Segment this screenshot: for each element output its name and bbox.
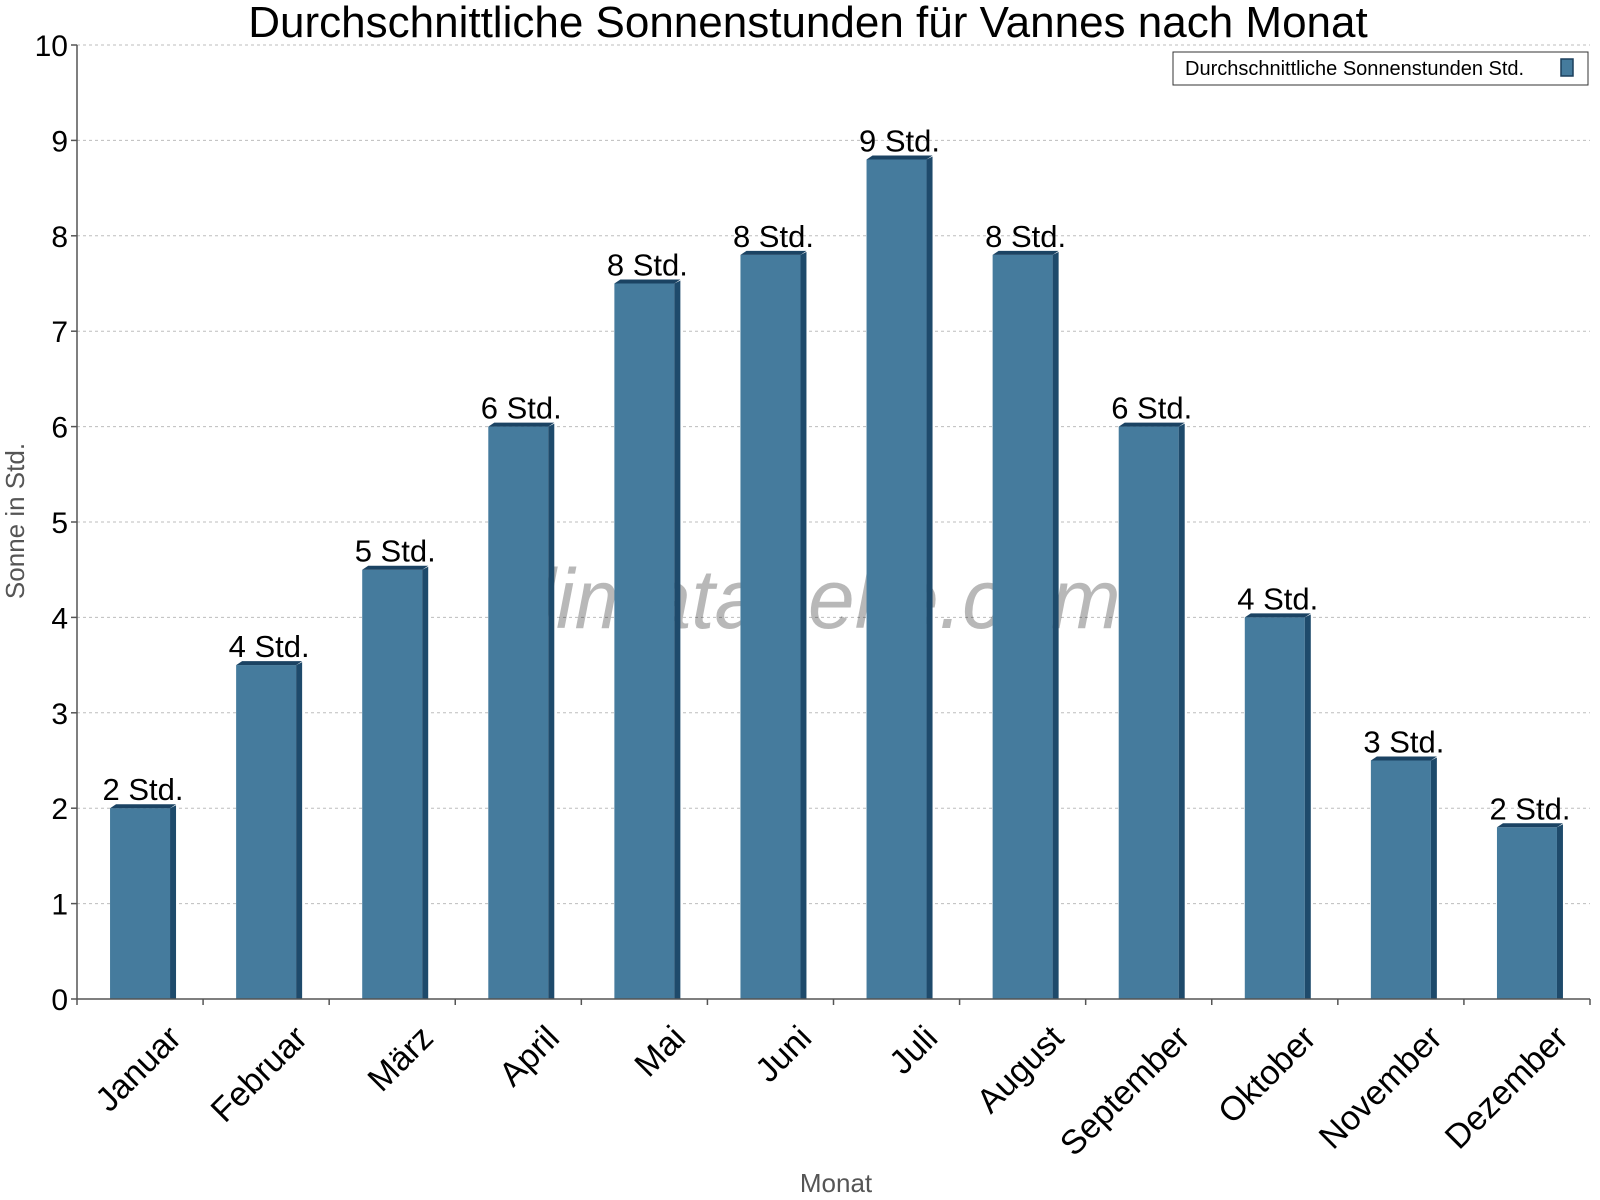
legend-entry: Durchschnittliche Sonnenstunden Std. [1185, 58, 1524, 80]
bar-value-label: 6 Std. [1111, 391, 1192, 426]
bar-face [1496, 827, 1557, 999]
bar-top [110, 804, 177, 809]
bar-face [740, 254, 801, 999]
bar-face [1370, 760, 1431, 999]
bar-9 [1118, 422, 1185, 1000]
x-tick-label: März [361, 1019, 441, 1099]
y-tick-label: 1 [51, 889, 68, 922]
bar-value-label: 4 Std. [1237, 581, 1318, 616]
bar-5 [614, 279, 681, 999]
bar-top [992, 250, 1059, 255]
x-tick-label: Mai [627, 1019, 693, 1085]
axes [71, 44, 1591, 1005]
y-tick-label: 9 [51, 125, 68, 158]
bar-top [740, 250, 807, 255]
y-axis-label: Sonne in Std. [0, 443, 30, 599]
bar-1 [110, 804, 177, 999]
bar-side [296, 662, 303, 999]
bar-top [1244, 613, 1311, 618]
bar-face [1118, 426, 1179, 1000]
bar-6 [740, 250, 807, 999]
bar-11 [1370, 756, 1437, 999]
bar-side [548, 423, 555, 1000]
bar-face [866, 159, 927, 1000]
bar-12 [1496, 823, 1563, 999]
x-tick-label: November [1312, 1019, 1450, 1157]
bar-face [110, 808, 171, 999]
bar-top [362, 565, 429, 570]
bar-top [1118, 422, 1185, 427]
x-tick-label: Januar [88, 1019, 188, 1119]
bar-side [800, 251, 807, 999]
bar-side [1052, 251, 1059, 999]
bar-face [1244, 617, 1305, 999]
bar-side [1556, 824, 1563, 999]
y-tick-label: 2 [51, 793, 68, 826]
bar-top [614, 279, 681, 284]
bar-value-label: 8 Std. [733, 219, 814, 254]
bar-side [1178, 423, 1185, 1000]
legend-swatch [1560, 58, 1574, 77]
y-tick-label: 6 [51, 412, 68, 445]
x-tick-label: April [492, 1019, 567, 1094]
bars [110, 155, 1563, 1000]
y-tick-label: 5 [51, 507, 68, 540]
y-tick-label: 10 [35, 30, 68, 63]
bar-7 [866, 155, 933, 1000]
bar-value-label: 6 Std. [481, 391, 562, 426]
x-tick-label: Juli [882, 1019, 945, 1082]
bar-face [992, 254, 1053, 999]
bar-value-label: 3 Std. [1363, 725, 1444, 760]
bar-side [422, 566, 429, 999]
bar-top [866, 155, 933, 160]
x-tick-label: Dezember [1438, 1019, 1576, 1157]
bar-3 [362, 565, 429, 999]
bar-2 [236, 661, 303, 999]
bar-value-label: 5 Std. [355, 534, 436, 569]
bar-side [1430, 757, 1437, 999]
bar-top [236, 661, 303, 666]
y-tick-label: 0 [51, 984, 68, 1017]
legend-box [1172, 51, 1589, 86]
bar-side [674, 280, 681, 999]
bar-side [170, 805, 177, 999]
legend: Durchschnittliche Sonnenstunden Std. [1172, 51, 1589, 86]
bar-top [1370, 756, 1437, 761]
y-tick-label: 7 [51, 316, 68, 349]
bar-value-label: 8 Std. [985, 219, 1066, 254]
bar-value-label: 8 Std. [607, 248, 688, 283]
bar-top [488, 422, 555, 427]
chart-title: Durchschnittliche Sonnenstunden für Vann… [248, 0, 1367, 47]
bar-side [926, 156, 933, 1000]
bar-10 [1244, 613, 1311, 999]
x-tick-label: August [970, 1018, 1072, 1120]
bar-side [1304, 614, 1311, 999]
x-tick-label: Februar [204, 1019, 315, 1130]
y-tick-label: 8 [51, 221, 68, 254]
x-axis-label: Monat [800, 1168, 873, 1198]
bar-value-label: 4 Std. [229, 629, 310, 664]
bar-face [488, 426, 549, 1000]
bar-face [362, 569, 423, 999]
bar-face [236, 665, 297, 999]
x-tick-label: Oktober [1211, 1019, 1323, 1131]
bar-value-label: 2 Std. [1489, 791, 1570, 826]
bar-value-label: 9 Std. [859, 123, 940, 158]
bar-labels: 2 Std. 4 Std. 5 Std. 6 Std. 8 Std. 8 Std. 9 St… [103, 123, 1571, 826]
x-tick-label: Juni [748, 1019, 819, 1090]
bar-face [614, 283, 675, 999]
bar-top [1496, 823, 1563, 828]
bar-4 [488, 422, 555, 1000]
y-tick-label: 4 [51, 602, 68, 635]
x-tick-label: September [1053, 1019, 1197, 1163]
y-tick-label: 3 [51, 698, 68, 731]
grid [77, 44, 1590, 905]
bar-value-label: 2 Std. [103, 772, 184, 807]
bar-8 [992, 250, 1059, 999]
